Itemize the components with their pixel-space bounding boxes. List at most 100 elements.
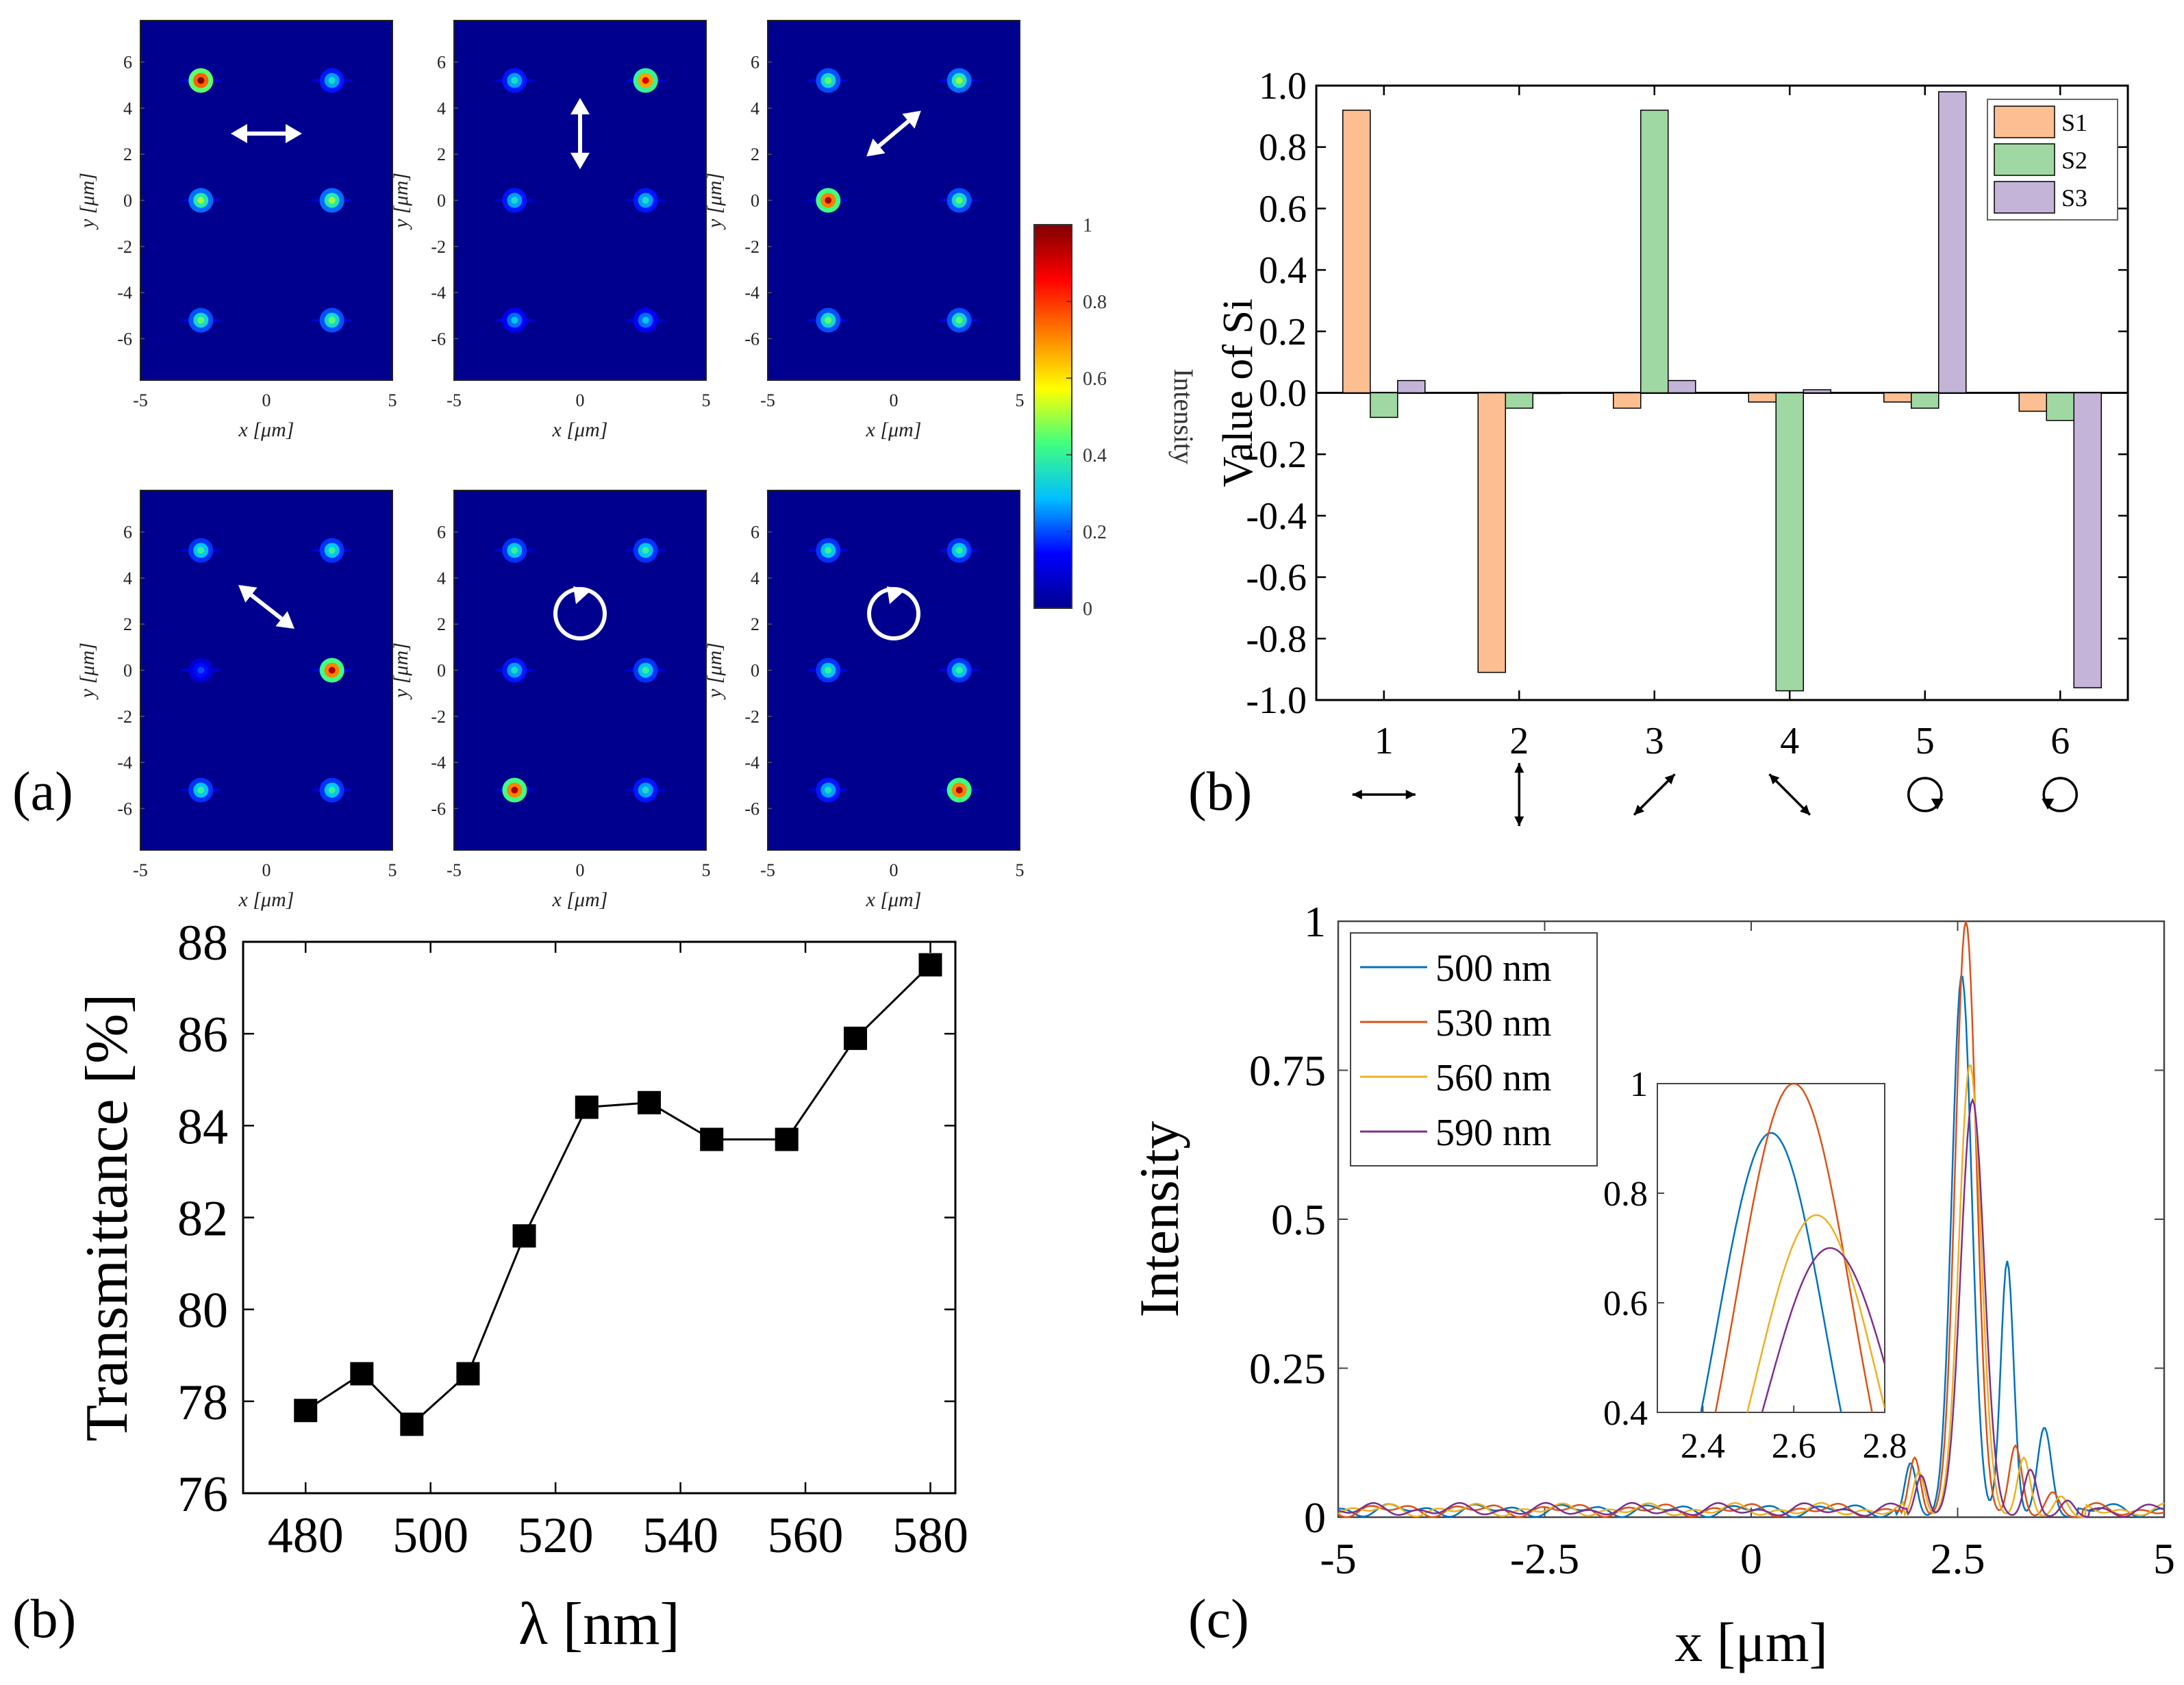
x-tick-label: 480	[268, 1508, 344, 1564]
data-point	[775, 1127, 799, 1151]
spot-core	[825, 197, 832, 204]
y-tick-label: -0.8	[1246, 618, 1307, 660]
y-axis-label: y [μm]	[76, 642, 99, 700]
panel-labels: (a) (b) (b) (c)	[12, 762, 1252, 1649]
x-axis-label: x [μm]	[866, 888, 922, 911]
y-tick-label: -0.2	[1246, 434, 1307, 476]
spot-core	[642, 77, 649, 84]
x-tick-label: -5	[760, 390, 775, 410]
bar-S1-6	[2018, 392, 2047, 412]
colorbar: 0 0.2 0.4 0.6 0.8 1 Intensity	[1033, 215, 1199, 620]
inset-x-tick-label: 2.6	[1772, 1427, 1816, 1466]
x-tick-label: 5	[702, 390, 711, 410]
category-label: 1	[1375, 720, 1394, 762]
bar-S3-3	[1668, 379, 1696, 394]
legend-box	[1350, 932, 1598, 1166]
polarization-arrow-head	[275, 611, 294, 629]
y-tick-label: 0	[437, 191, 446, 211]
y-tick-label: 4	[437, 99, 446, 118]
data-point	[350, 1362, 374, 1386]
heatmap-background	[767, 490, 1020, 851]
y-tick-label: 4	[123, 569, 132, 588]
inset-y-tick-label: 0.6	[1603, 1284, 1648, 1323]
spot-core	[825, 77, 832, 84]
spot-core	[197, 316, 205, 324]
data-point	[637, 1090, 661, 1114]
bar-S3-2	[1532, 392, 1561, 395]
y-axis-label: y [μm]	[703, 642, 726, 700]
data-point	[844, 1026, 868, 1050]
symbol-arrow-head	[1514, 763, 1524, 773]
spot-core	[642, 197, 649, 204]
y-tick-label: 86	[177, 1007, 228, 1063]
y-tick-label: -4	[744, 283, 760, 303]
x-tick-label: -5	[447, 860, 462, 880]
inset-y-tick-label: 0.8	[1603, 1175, 1648, 1214]
y-tick-label: 0.8	[1259, 127, 1307, 169]
x-tick-label: -5	[133, 860, 148, 880]
x-tick-label: 520	[518, 1508, 594, 1564]
y-tick-label: 0.2	[1259, 311, 1307, 353]
inset-line-530-nm	[1714, 1084, 1873, 1412]
y-tick-label: 0	[123, 661, 132, 681]
spot-core	[825, 666, 832, 674]
y-tick-label: 80	[177, 1283, 228, 1339]
y-axis-label: y [μm]	[390, 642, 412, 700]
colorbar-tick-label: 0.6	[1083, 369, 1107, 390]
inset-x-tick-label: 2.4	[1681, 1427, 1725, 1466]
heatmap-panel-4: 6 4 2 0 -2 -4 -6 -5 0 5 x [μm] y [μm]	[76, 490, 397, 911]
heatmap-background	[453, 20, 707, 381]
inset-frame	[1657, 1083, 1885, 1413]
polarization-arrow-shaft	[877, 119, 910, 148]
y-tick-label: -0.4	[1246, 495, 1307, 538]
x-tick-label: 580	[892, 1508, 968, 1564]
symbol-circle-arrow	[1931, 799, 1944, 810]
y-tick-label: 76	[177, 1466, 228, 1523]
y-tick-label: 6	[123, 523, 132, 542]
bar-S3-1	[1397, 379, 1426, 394]
y-tick-label: -6	[431, 799, 446, 819]
y-tick-label: 4	[123, 99, 132, 118]
x-tick-label: 5	[1016, 860, 1025, 880]
y-tick-label: 6	[437, 523, 446, 542]
heatmap-panel-3: 6 4 2 0 -2 -4 -6 -5 0 5 x [μm] y [μm]	[703, 20, 1025, 441]
x-tick-label: 0	[1740, 1534, 1762, 1583]
x-tick-label: -5	[133, 390, 148, 410]
category-label: 2	[1509, 720, 1529, 762]
spot-core	[197, 547, 205, 554]
y-tick-label: -2	[431, 237, 446, 257]
inset-line-560-nm	[1746, 1214, 1885, 1412]
legend-label-S2: S2	[2061, 147, 2087, 174]
y-tick-label: -4	[431, 753, 446, 773]
y-axis-label: y [μm]	[390, 173, 412, 230]
symbol-circle-icon	[2042, 777, 2078, 812]
spot-core	[955, 77, 963, 84]
y-tick-label: 2	[123, 145, 132, 164]
bar-S1-4	[1748, 392, 1777, 403]
y-tick-label: 2	[751, 145, 760, 164]
y-tick-label: 0	[123, 191, 132, 211]
x-tick-label: 5	[2153, 1534, 2175, 1583]
bar-S2-2	[1505, 392, 1533, 409]
y-tick-label: 0.5	[1271, 1195, 1326, 1244]
colorbar-tick-label: 0	[1083, 599, 1092, 620]
profile-line-590-nm	[1338, 1097, 2165, 1519]
x-tick-label: 5	[388, 860, 397, 880]
x-tick-label: 0	[262, 390, 271, 410]
heatmap-panels: 6 4 2 0 -2 -4 -6 -5 0 5 x [μm] y [μm] 6 4 2 0 -2 -4 -6 -5 0 5…	[76, 20, 1025, 911]
polarization-arrow-head	[238, 584, 258, 603]
spot-core	[825, 547, 832, 554]
x-axis-label: x [μm]	[866, 419, 922, 441]
y-tick-label: 0.75	[1249, 1047, 1326, 1095]
x-tick-label: 5	[388, 390, 397, 410]
legend-swatch-S1	[1994, 105, 2055, 138]
bar-S3-6	[2073, 392, 2102, 688]
y-axis-label: Value of Si	[1215, 299, 1262, 488]
legend-label-560-nm: 560 nm	[1435, 1057, 1552, 1099]
spot-core	[955, 197, 963, 204]
y-tick-label: 0	[751, 661, 760, 681]
symbol-circle-arrow	[2042, 799, 2055, 810]
y-axis-label: Transmittance [%]	[74, 993, 140, 1441]
bar-S2-3	[1640, 110, 1669, 394]
